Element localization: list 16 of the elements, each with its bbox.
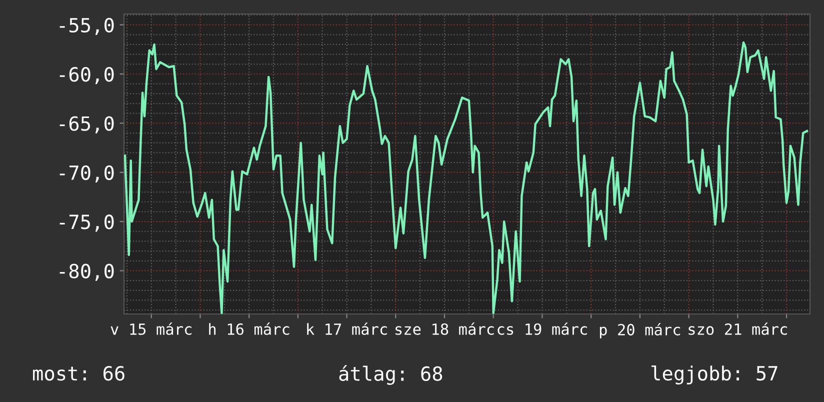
y-tick-label: -65,0	[60, 116, 114, 134]
x-tick-label: p 20 márc	[600, 323, 680, 338]
text: legjobb: 57	[652, 365, 778, 385]
text: most: 66	[33, 366, 124, 381]
y-tick-label: -70,0	[60, 165, 114, 183]
x-tick-label: v 15 márc	[110, 322, 192, 335]
y-tick-label: -75,0	[60, 214, 114, 232]
x-tick-label: h 16 márc	[209, 322, 290, 335]
y-tick-label: -55,0	[60, 18, 114, 35]
x-tick-label: szo 21 márc	[688, 322, 787, 335]
text: átlag: 68	[339, 365, 442, 385]
x-tick-label: cs 19 márc	[498, 322, 587, 335]
x-tick-label: k 17 márc	[307, 322, 387, 335]
y-tick-label: -60,0	[60, 67, 114, 84]
x-tick-label: sze 18 márc	[396, 322, 494, 335]
y-tick-label: -80,0	[60, 264, 114, 281]
